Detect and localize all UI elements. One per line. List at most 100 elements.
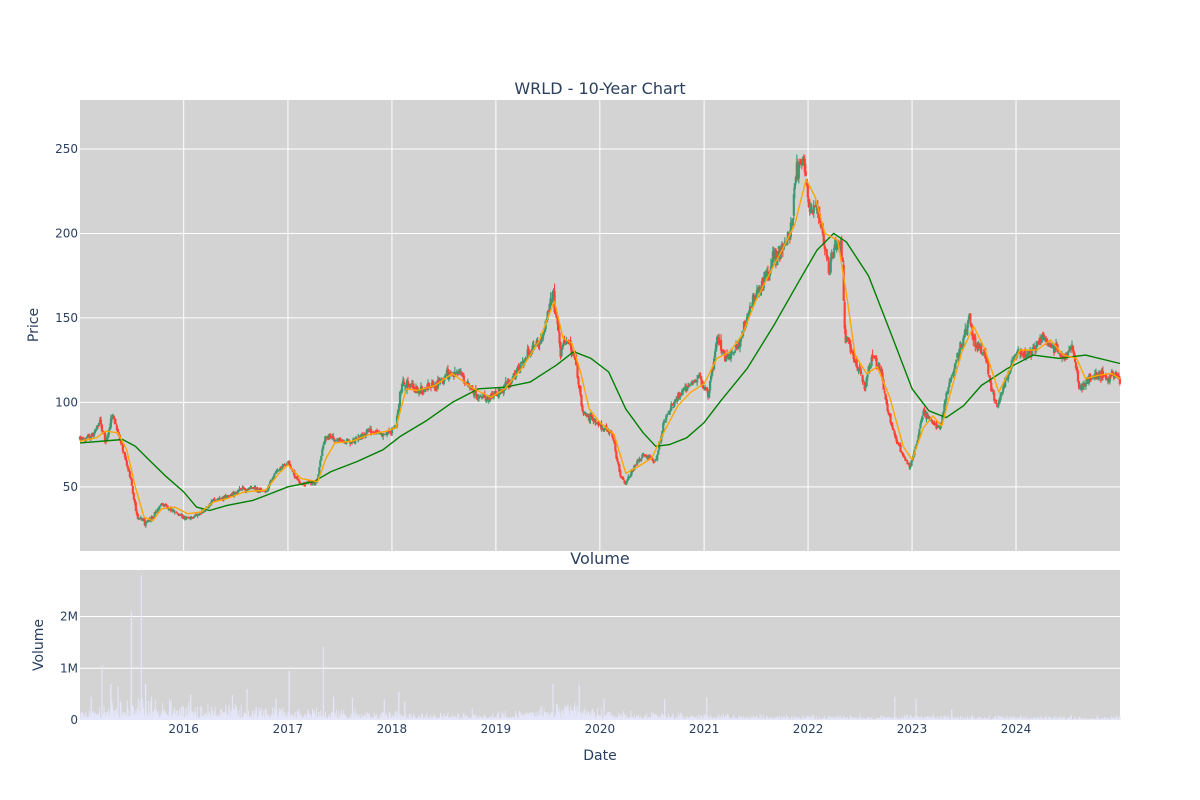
candle-body: [349, 441, 352, 444]
candle-body: [113, 418, 116, 424]
price-y-tick-label: 100: [55, 395, 78, 409]
candle-body: [1047, 345, 1051, 347]
volume-bar: [859, 714, 861, 720]
candle-body: [788, 236, 791, 240]
volume-bar: [871, 716, 873, 720]
candle-body: [222, 496, 225, 501]
volume-spike-bar: [130, 611, 132, 720]
candle-body: [694, 379, 697, 382]
price-axis-title: Price: [26, 308, 42, 342]
candle-body: [799, 159, 802, 165]
candle-body: [708, 380, 712, 391]
volume-spike-bar: [275, 698, 277, 720]
volume-bar: [547, 712, 549, 720]
candle-body: [1071, 345, 1075, 352]
candle-body: [984, 348, 987, 359]
candle-body: [226, 496, 229, 498]
candle-body: [714, 343, 718, 352]
candle-body: [887, 412, 890, 415]
volume-bar: [914, 716, 916, 720]
candle-body: [908, 462, 911, 468]
candle-body: [129, 476, 132, 480]
candle-body: [619, 470, 622, 477]
candle-body: [383, 434, 387, 436]
candle-body: [654, 460, 657, 462]
volume-bar: [995, 715, 997, 720]
candle-body: [551, 292, 554, 303]
volume-bar: [1081, 718, 1083, 720]
volume-bar: [756, 717, 758, 720]
volume-bar: [933, 717, 935, 720]
volume-bar: [271, 707, 273, 720]
volume-bar: [454, 715, 456, 720]
volume-bar: [976, 717, 978, 720]
candle-body: [114, 423, 117, 425]
volume-bar: [217, 713, 219, 720]
volume-bar: [114, 710, 116, 720]
volume-bar: [750, 715, 752, 720]
candle-body: [657, 450, 660, 455]
volume-bar: [1112, 717, 1113, 720]
volume-spike-bar: [951, 709, 953, 720]
candle-body: [787, 234, 790, 236]
volume-bar: [156, 713, 158, 720]
volume-bar: [847, 718, 849, 720]
candle-body: [936, 427, 939, 428]
volume-bar: [92, 711, 93, 720]
volume-bar: [719, 718, 721, 720]
candle-body: [962, 337, 965, 347]
candle-body: [985, 357, 988, 362]
volume-bar: [839, 718, 841, 720]
candle-body: [893, 430, 896, 435]
candle-body: [289, 464, 292, 468]
candle-body: [565, 341, 568, 344]
candle-body: [890, 423, 893, 426]
price-y-tick-label: 50: [63, 480, 78, 494]
volume-bar: [518, 710, 520, 720]
candle-body: [614, 443, 617, 452]
volume-bar: [441, 716, 443, 720]
candle-body: [1020, 349, 1023, 355]
volume-bar: [331, 712, 333, 720]
volume-bar: [585, 714, 587, 720]
volume-bar: [847, 717, 848, 720]
volume-spike-bar: [288, 670, 290, 720]
volume-bar: [209, 713, 211, 720]
volume-bar: [186, 706, 188, 720]
candle-body: [640, 458, 643, 461]
volume-bar: [300, 714, 302, 720]
volume-bar: [245, 713, 247, 720]
candle-body: [589, 414, 592, 421]
volume-bar: [445, 716, 447, 720]
candle-body: [884, 393, 887, 400]
volume-bar: [890, 717, 892, 720]
candle-body: [368, 430, 371, 432]
volume-bar: [207, 703, 209, 720]
candle-body: [189, 516, 192, 520]
candle-body: [504, 381, 507, 390]
candle-body: [1049, 344, 1053, 347]
volume-bar: [950, 718, 951, 720]
candle-body: [636, 460, 639, 465]
volume-bar: [856, 717, 857, 720]
volume-bar: [1006, 718, 1007, 720]
volume-bar: [978, 717, 980, 720]
volume-bar: [1085, 718, 1086, 720]
candle-body: [1009, 369, 1012, 374]
volume-bar: [85, 712, 87, 720]
candle-body: [848, 340, 851, 345]
candle-body: [777, 246, 780, 250]
volume-bar: [710, 718, 712, 720]
x-axis-title: Date: [583, 748, 616, 764]
volume-bar: [509, 716, 511, 720]
candle-body: [319, 460, 322, 467]
candle-body: [502, 387, 505, 394]
candle-body: [617, 461, 620, 465]
volume-bar: [206, 712, 208, 720]
candle-body: [244, 488, 247, 492]
volume-bar: [504, 710, 506, 720]
volume-bar: [96, 714, 98, 720]
volume-bar: [877, 717, 879, 720]
volume-bar: [884, 717, 886, 720]
volume-bar: [312, 708, 314, 720]
